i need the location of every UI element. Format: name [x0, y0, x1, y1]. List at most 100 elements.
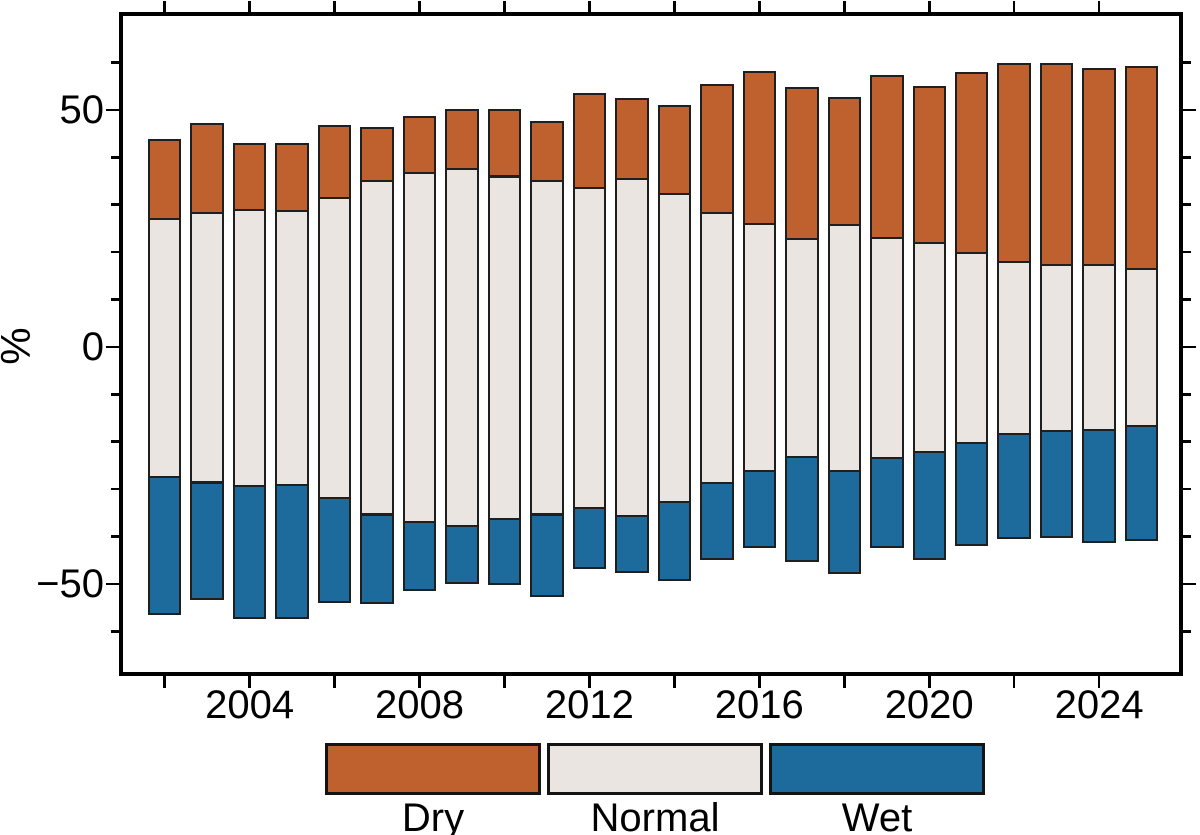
bar-wet-2012 [572, 506, 607, 570]
bar-normal-2019 [870, 237, 904, 459]
ytick-minor-left--30 [111, 487, 119, 491]
ytick-minor-left--20 [111, 440, 119, 443]
bar-wet-2011 [530, 513, 564, 598]
ytick-major-left-0 [106, 345, 119, 349]
ytick-minor-right--40 [1183, 535, 1191, 538]
bar-wet-2015 [700, 481, 734, 561]
bar-wet-2006 [317, 496, 352, 603]
bar-dry-2018 [827, 96, 862, 226]
ytick-label-50: 50 [59, 87, 105, 132]
bar-wet-2007 [360, 513, 394, 604]
xtick-bottom-2016 [758, 676, 761, 688]
bar-normal-2016 [742, 223, 777, 473]
bar-wet-2003 [190, 481, 224, 600]
bar-dry-2023 [1039, 62, 1074, 266]
ytick-minor-right-20 [1183, 250, 1191, 254]
ytick-minor-left-30 [111, 203, 119, 206]
xtick-label-2024: 2024 [1054, 683, 1144, 727]
bar-normal-2018 [827, 223, 862, 473]
bar-dry-2024 [1082, 68, 1116, 267]
bar-normal-2024 [1082, 264, 1116, 432]
ytick-major-right-0 [1183, 345, 1196, 349]
bar-dry-2008 [402, 115, 437, 175]
bar-dry-2017 [785, 86, 819, 240]
ytick-label--50: −50 [36, 561, 104, 606]
bar-wet-2022 [997, 432, 1031, 539]
bar-normal-2005 [275, 209, 309, 486]
xtick-top-2008 [418, 1, 421, 12]
bar-wet-2013 [615, 515, 649, 574]
xtick-top-2014 [673, 1, 676, 12]
bar-dry-2005 [275, 142, 309, 212]
bar-normal-2007 [360, 180, 394, 516]
ytick-minor-right--10 [1183, 393, 1191, 396]
ytick-minor-right--60 [1183, 630, 1191, 633]
ytick-minor-right-60 [1183, 61, 1191, 64]
bar-wet-2016 [742, 470, 777, 548]
ytick-minor-left-10 [111, 298, 119, 301]
xtick-top-2020 [928, 1, 931, 12]
bar-normal-2025 [1124, 268, 1159, 428]
bar-dry-2025 [1124, 66, 1159, 271]
bar-dry-2022 [997, 63, 1031, 264]
xtick-bottom-2002 [163, 676, 166, 688]
xtick-bottom-2012 [588, 676, 591, 688]
ytick-major-right--50 [1183, 582, 1196, 586]
legend-item-dry: Dry [325, 743, 541, 835]
bar-dry-2011 [530, 120, 564, 183]
bar-dry-2019 [870, 74, 904, 240]
bar-normal-2012 [572, 186, 607, 509]
legend-item-normal: Normal [547, 743, 763, 835]
bar-normal-2023 [1039, 263, 1074, 433]
bar-dry-2010 [487, 108, 522, 178]
bar-dry-2006 [317, 124, 352, 199]
xtick-top-2004 [248, 1, 251, 12]
bar-dry-2014 [657, 104, 692, 195]
bar-wet-2002 [147, 475, 182, 615]
legend-swatch-wet [769, 743, 985, 795]
bar-wet-2023 [1039, 430, 1074, 538]
bar-normal-2021 [954, 252, 989, 444]
bar-wet-2025 [1124, 425, 1159, 541]
legend-item-wet: Wet [769, 743, 985, 835]
xtick-top-2022 [1012, 1, 1016, 12]
xtick-label-2020: 2020 [884, 683, 974, 727]
bar-layer [123, 16, 1179, 672]
ytick-minor-left-20 [111, 250, 119, 254]
ytick-minor-left--60 [111, 630, 119, 633]
ytick-minor-right--30 [1183, 487, 1191, 491]
bar-dry-2021 [954, 71, 989, 255]
ytick-major-right-50 [1183, 108, 1196, 112]
bar-normal-2014 [657, 192, 692, 504]
bar-normal-2013 [615, 178, 649, 518]
xtick-bottom-2006 [333, 676, 336, 688]
xtick-top-2018 [843, 1, 846, 12]
ytick-major-left--50 [106, 582, 119, 586]
ytick-minor-left--10 [111, 393, 119, 396]
bar-dry-2007 [360, 127, 394, 183]
bar-wet-2018 [827, 470, 862, 574]
xtick-bottom-2004 [248, 676, 251, 688]
bar-wet-2009 [445, 525, 479, 585]
bar-normal-2006 [317, 196, 352, 499]
bar-normal-2022 [997, 261, 1031, 435]
bar-dry-2012 [572, 93, 607, 189]
ytick-label-0: 0 [81, 324, 104, 369]
ytick-minor-left-40 [111, 156, 119, 159]
xtick-top-2024 [1097, 1, 1101, 12]
bar-wet-2008 [402, 521, 437, 591]
bar-wet-2004 [232, 484, 267, 619]
bar-wet-2005 [275, 484, 309, 620]
bar-dry-2016 [742, 70, 777, 226]
xtick-label-2016: 2016 [714, 683, 804, 727]
bar-dry-2002 [147, 138, 182, 220]
bar-normal-2009 [445, 168, 479, 528]
xtick-bottom-2010 [503, 676, 506, 688]
legend: Dry Normal Wet [325, 743, 985, 835]
xtick-bottom-2020 [928, 676, 931, 688]
xtick-top-2006 [333, 1, 336, 12]
xtick-label-2004: 2004 [205, 683, 295, 727]
xtick-bottom-2024 [1097, 676, 1101, 688]
xtick-top-2010 [503, 1, 506, 12]
